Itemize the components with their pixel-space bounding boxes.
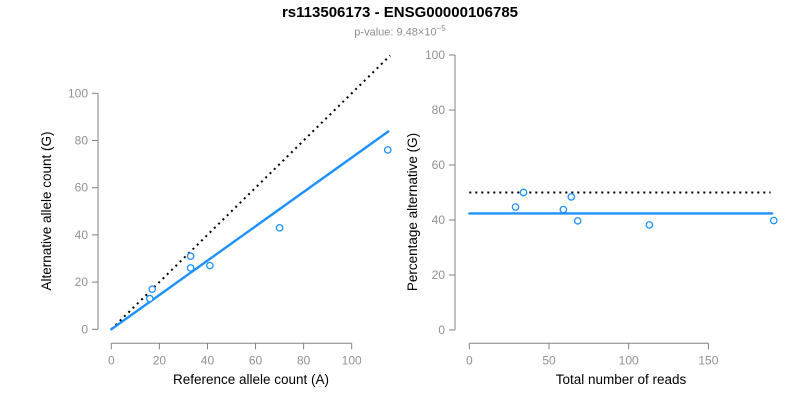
- data-point: [519, 188, 528, 197]
- y-axis-title: Percentage alternative (G): [405, 133, 420, 291]
- data-point: [645, 221, 654, 229]
- p-value-exponent: −5: [436, 24, 446, 33]
- x-tick-label: 20: [153, 353, 167, 367]
- y-tick-label: 100: [425, 48, 445, 62]
- data-point: [567, 193, 576, 201]
- x-tick-label: 0: [108, 353, 115, 367]
- y-tick-label: 0: [81, 322, 88, 336]
- y-tick-label: 20: [432, 268, 446, 282]
- x-tick-label: 80: [297, 353, 311, 367]
- data-point: [206, 261, 214, 270]
- x-tick-label: 100: [619, 353, 639, 367]
- header: rs113506173 - ENSG00000106785 p-value: 9…: [0, 0, 800, 39]
- x-tick-label: 50: [542, 353, 556, 367]
- data-point: [186, 252, 195, 260]
- plot-title: rs113506173 - ENSG00000106785: [281, 4, 519, 21]
- plot-left: 0 20 40 60 80 100 0 20 40 60 80 100 Reference allele…: [39, 54, 392, 387]
- y-tick-label: 20: [75, 275, 89, 289]
- y-tick-label: 0: [438, 323, 445, 337]
- p-value-subtitle: p-value: 9.48×10−5: [0, 24, 800, 39]
- y-tick-label: 80: [432, 103, 446, 117]
- data-point: [511, 203, 520, 211]
- data-point: [186, 264, 195, 272]
- data-point: [148, 285, 157, 294]
- p-value-text: p-value: 9.48×10: [354, 26, 437, 39]
- y-tick-label: 60: [432, 158, 446, 172]
- y-tick-label: 80: [75, 134, 89, 148]
- y-tick-label: 40: [75, 228, 89, 242]
- y-tick-label: 40: [432, 213, 446, 227]
- data-point: [145, 294, 154, 303]
- x-tick-label: 40: [201, 353, 215, 367]
- data-point: [769, 216, 778, 225]
- y-tick-label: 60: [75, 181, 89, 195]
- x-tick-label: 60: [249, 353, 263, 367]
- fit-line: [110, 130, 390, 331]
- x-tick-label: 100: [342, 353, 362, 367]
- y-axis-title: Alternative allele count (G): [39, 131, 54, 290]
- plot-right: 0 20 40 60 80 100 0 50 100 150 Total number of rea…: [405, 48, 778, 387]
- data-point: [559, 205, 568, 214]
- x-axis-title: Total number of reads: [556, 372, 687, 387]
- data-point: [275, 223, 284, 232]
- x-tick-label: 150: [698, 353, 718, 367]
- x-axis-title: Reference allele count (A): [173, 372, 329, 387]
- identity-line: [110, 54, 391, 331]
- data-point: [573, 216, 582, 225]
- data-point: [383, 146, 392, 154]
- y-tick-label: 100: [68, 86, 88, 100]
- x-tick-label: 0: [466, 353, 473, 367]
